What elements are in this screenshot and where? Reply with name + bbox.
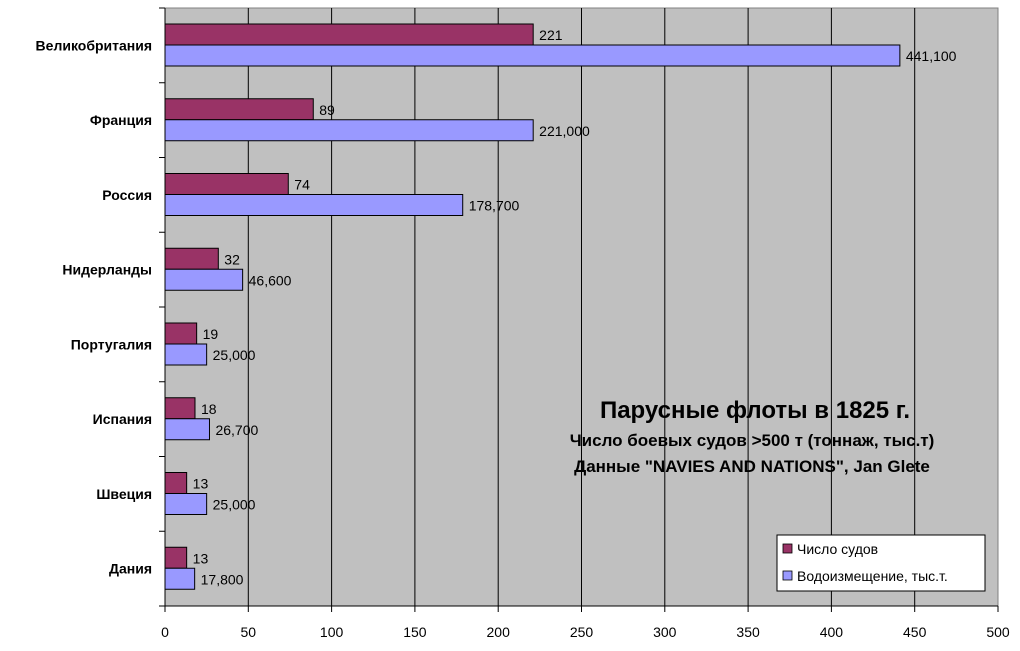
- data-label: 25,000: [213, 497, 256, 513]
- bar-tonnage: [164, 44, 901, 67]
- legend-label-ships: Число судов: [797, 541, 878, 557]
- data-label: 441,100: [906, 48, 957, 64]
- bar-tonnage: [164, 418, 210, 441]
- category-label: Португалия: [71, 336, 152, 352]
- bar-tonnage: [164, 194, 464, 216]
- x-tick-label: 100: [320, 624, 344, 640]
- data-label: 25,000: [213, 347, 256, 363]
- x-tick-label: 250: [570, 624, 594, 640]
- category-label: Швеция: [96, 486, 152, 502]
- legend-swatch-tonnage: [782, 570, 793, 581]
- x-tick-label: 500: [986, 624, 1010, 640]
- data-label: 46,600: [249, 272, 292, 288]
- bar-tonnage: [164, 567, 196, 590]
- x-tick-label: 0: [161, 624, 169, 640]
- chart-title-block: Парусные флоты в 1825 г. Число боевых су…: [570, 397, 935, 476]
- x-tick-label: 350: [736, 624, 760, 640]
- bar-tonnage: [164, 493, 208, 515]
- data-label: 17,800: [201, 571, 244, 587]
- x-tick-label: 50: [241, 624, 257, 640]
- legend: Число судов Водоизмещение, тыс.т.: [776, 534, 986, 592]
- bar-tonnage: [164, 343, 208, 366]
- bar-ships: [164, 98, 314, 121]
- data-label: 13: [193, 476, 209, 492]
- bar-ships: [164, 472, 188, 494]
- data-label: 26,700: [215, 422, 258, 438]
- x-tick-label: 300: [653, 624, 677, 640]
- category-label: Россия: [102, 187, 152, 203]
- data-label: 32: [224, 251, 240, 267]
- data-label: 221: [539, 27, 563, 43]
- data-label: 18: [201, 401, 217, 417]
- legend-swatch-ships: [782, 543, 793, 554]
- category-label: Испания: [93, 411, 152, 427]
- bar-ships: [164, 173, 289, 195]
- category-label: Франция: [90, 112, 152, 128]
- data-label: 19: [203, 326, 219, 342]
- bar-ships: [164, 397, 196, 420]
- data-label: 89: [319, 102, 335, 118]
- bar-ships: [164, 546, 188, 569]
- x-tick-label: 150: [403, 624, 427, 640]
- category-label: Нидерланды: [62, 262, 152, 278]
- data-label: 13: [193, 550, 209, 566]
- chart-title: Парусные флоты в 1825 г.: [600, 397, 910, 424]
- data-label: 221,000: [539, 123, 590, 139]
- bar-ships: [164, 23, 534, 46]
- chart-subtitle-1: Число боевых судов >500 т (тоннаж, тыс.т…: [570, 431, 935, 450]
- data-label: 74: [294, 177, 310, 193]
- category-label: Дания: [109, 561, 152, 577]
- bar-tonnage: [164, 119, 534, 142]
- x-tick-label: 400: [820, 624, 844, 640]
- x-tick-label: 200: [487, 624, 511, 640]
- category-label: Великобритания: [36, 37, 152, 53]
- legend-label-tonnage: Водоизмещение, тыс.т.: [797, 568, 948, 584]
- bar-ships: [164, 247, 219, 270]
- x-tick-label: 450: [903, 624, 927, 640]
- bar-ships: [164, 322, 198, 345]
- data-label: 178,700: [469, 198, 520, 214]
- chart-subtitle-2: Данные "NAVIES AND NATIONS", Jan Glete: [574, 457, 930, 476]
- bar-tonnage: [164, 268, 244, 291]
